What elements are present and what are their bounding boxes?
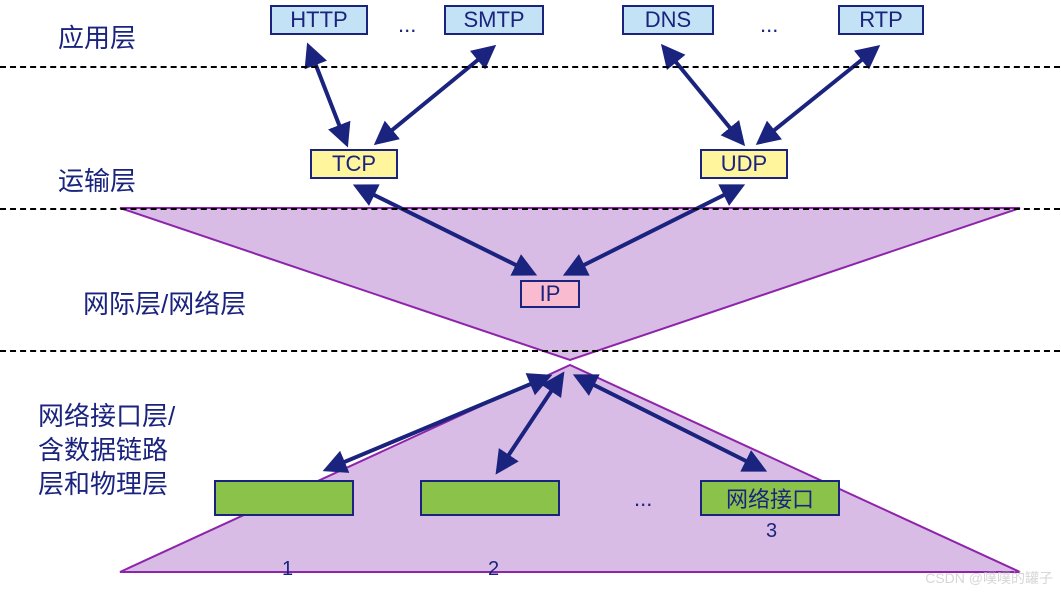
layer-label-trans: 运输层 [58, 165, 136, 199]
box-nic1 [214, 480, 354, 516]
box-smtp: SMTP [444, 5, 544, 35]
box-udp: UDP [700, 149, 788, 179]
nic-number-2: 2 [488, 558, 499, 581]
divider-1 [0, 66, 1060, 68]
nic-number-1: 1 [282, 558, 293, 581]
layer-label-net: 网际层/网络层 [83, 288, 246, 322]
box-ip: IP [520, 280, 580, 308]
layer-label-link: 网络接口层/含数据链路层和物理层 [38, 400, 175, 501]
box-dns: DNS [622, 5, 714, 35]
box-rtp: RTP [838, 5, 924, 35]
box-nic3: 网络接口 [700, 480, 840, 516]
watermark: CSDN @噗噗的罐子 [925, 568, 1053, 588]
nic-number-3: 3 [766, 520, 777, 543]
dots-app-1: ... [398, 12, 416, 38]
box-http: HTTP [270, 5, 368, 35]
divider-3 [0, 350, 1060, 352]
layer-label-app: 应用层 [58, 22, 136, 56]
box-tcp: TCP [310, 149, 398, 179]
box-nic2 [420, 480, 560, 516]
divider-2 [0, 208, 1060, 210]
dots-app-2: ... [760, 12, 778, 38]
dots-link: ... [634, 486, 652, 512]
